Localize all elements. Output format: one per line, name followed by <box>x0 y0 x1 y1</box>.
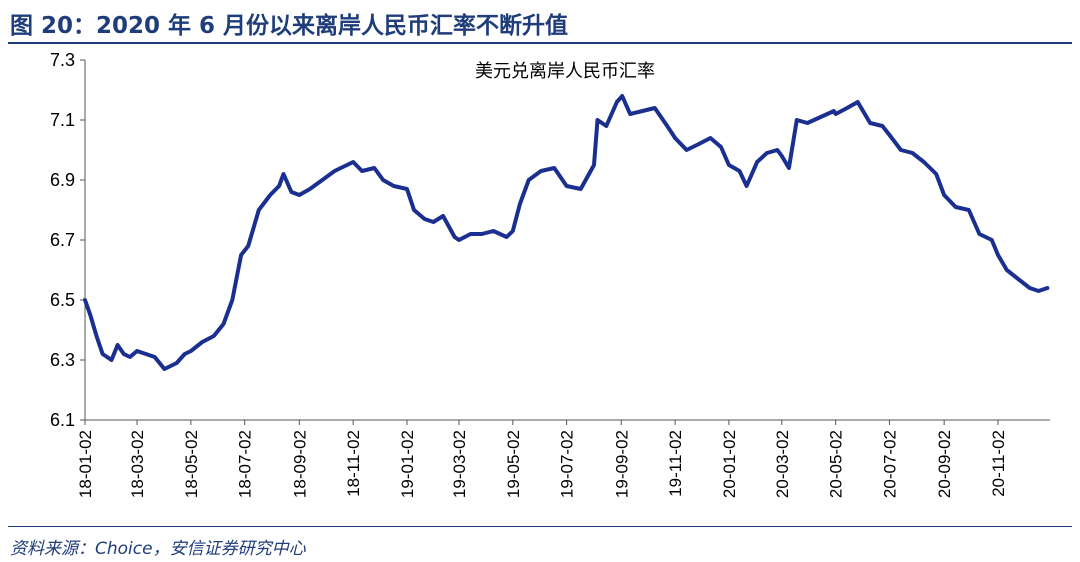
series-group <box>83 94 1050 371</box>
x-tick-label: 19-07-02 <box>558 430 577 498</box>
x-tick-label: 18-09-02 <box>290 430 309 498</box>
x-tick-label: 20-09-02 <box>935 430 954 498</box>
x-tick-label: 19-11-02 <box>666 430 685 497</box>
chart-title: 美元兑离岸人民币汇率 <box>475 61 655 82</box>
x-tick-label: 20-01-02 <box>720 430 739 498</box>
x-tick-label: 19-03-02 <box>450 430 469 498</box>
x-axis-ticks: 18-01-02 18-03-02 18-05-02 18-07-02 18-09-02… <box>76 420 1008 498</box>
y-tick-label: 6.1 <box>50 410 75 430</box>
x-tick-label: 18-05-02 <box>182 430 201 498</box>
x-tick-label: 18-01-02 <box>76 430 95 498</box>
y-tick-label: 7.1 <box>50 110 75 130</box>
x-tick-label: 20-07-02 <box>880 430 899 498</box>
x-tick-label: 20-05-02 <box>827 430 846 498</box>
title-divider <box>8 42 1072 44</box>
x-tick-label: 19-09-02 <box>612 430 631 498</box>
x-tick-label: 19-05-02 <box>504 430 523 498</box>
series-line <box>83 94 1050 371</box>
y-axis-ticks: 6.1 6.3 6.5 6.7 6.9 7.1 7.3 <box>50 50 85 430</box>
x-tick-label: 20-03-02 <box>773 430 792 498</box>
figure-title: 图 20：2020 年 6 月份以来离岸人民币汇率不断升值 <box>10 13 569 39</box>
y-tick-label: 6.9 <box>50 170 75 190</box>
y-tick-label: 6.5 <box>50 290 75 310</box>
chart-axes <box>84 60 1050 421</box>
footer-divider <box>8 526 1072 527</box>
x-tick-label: 18-11-02 <box>344 430 363 497</box>
x-tick-label: 19-01-02 <box>398 430 417 498</box>
x-tick-label: 20-11-02 <box>989 430 1008 497</box>
y-tick-label: 6.7 <box>50 230 75 250</box>
source-note: 资料来源：Choice，安信证券研究中心 <box>10 539 306 559</box>
x-tick-label: 18-03-02 <box>128 430 147 498</box>
y-tick-label: 6.3 <box>50 350 75 370</box>
y-tick-label: 7.3 <box>50 50 75 70</box>
x-tick-label: 18-07-02 <box>236 430 255 498</box>
